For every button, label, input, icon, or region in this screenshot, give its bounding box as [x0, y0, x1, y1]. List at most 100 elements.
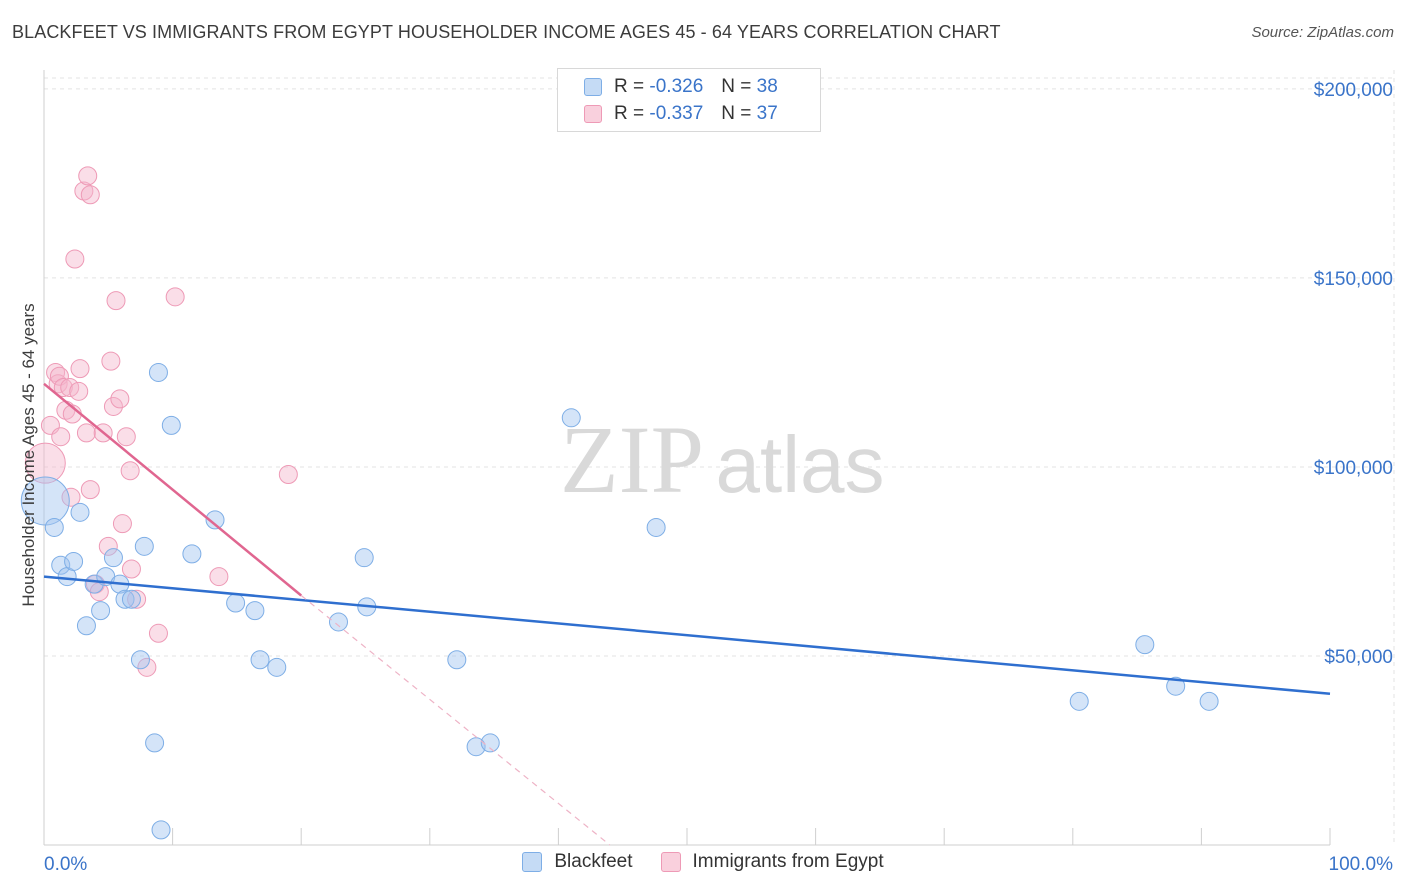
egypt-point: [110, 389, 130, 409]
legend-item-egypt[interactable]: Immigrants from Egypt: [660, 851, 884, 873]
blackfeet-point: [76, 616, 96, 636]
egypt-point: [148, 623, 168, 643]
series-legend: Blackfeet Immigrants from Egypt: [0, 851, 1406, 873]
egypt-point: [65, 249, 85, 269]
blackfeet-point: [646, 517, 666, 537]
blackfeet-point: [115, 589, 135, 609]
egypt-point: [127, 589, 147, 609]
egypt-point: [53, 378, 73, 398]
legend-r-label: R =: [614, 103, 645, 124]
egypt-point: [98, 536, 118, 556]
legend-label-egypt: Immigrants from Egypt: [692, 851, 884, 872]
egypt-point: [78, 166, 98, 186]
blackfeet-point: [245, 601, 265, 621]
egypt-trend-extension: [300, 595, 611, 846]
egypt-point: [112, 514, 132, 534]
legend-item-blackfeet[interactable]: Blackfeet: [522, 851, 633, 873]
blackfeet-point: [466, 737, 486, 757]
legend-label-blackfeet: Blackfeet: [554, 851, 633, 872]
egypt-point: [69, 381, 89, 401]
egypt-point: [278, 465, 298, 485]
tick-labels: $50,000 $100,000 $150,000 $200,000 0.0% 100.0…: [44, 80, 1393, 875]
egypt-point: [80, 185, 100, 205]
egypt-point: [70, 359, 90, 379]
blackfeet-point: [151, 820, 171, 840]
legend-swatch-pink: [584, 105, 602, 123]
blackfeet-point: [182, 544, 202, 564]
egypt-point: [116, 427, 136, 447]
blackfeet-point: [161, 415, 181, 435]
blackfeet-point: [480, 733, 500, 753]
blackfeet-point: [70, 502, 90, 522]
egypt-point: [74, 181, 94, 201]
egypt-point: [80, 480, 100, 500]
egypt-point: [48, 374, 68, 394]
blackfeet-point: [205, 510, 225, 530]
blackfeet-point: [91, 601, 111, 621]
x-tick-label-min: 0.0%: [44, 854, 87, 875]
blackfeet-point: [145, 733, 165, 753]
egypt-point: [137, 657, 157, 677]
legend-n-label: N =: [721, 76, 752, 97]
blackfeet-point: [1199, 691, 1219, 711]
blackfeet-point: [1135, 635, 1155, 655]
blackfeet-trend-line: [43, 575, 1331, 696]
egypt-point: [106, 291, 126, 311]
blackfeet-point: [354, 548, 374, 568]
blackfeet-point: [134, 536, 154, 556]
chart-title: BLACKFEET VS IMMIGRANTS FROM EGYPT HOUSE…: [12, 22, 1001, 42]
egypt-point: [101, 351, 121, 371]
egypt-point: [103, 396, 123, 416]
y-tick-label: $150,000: [1314, 269, 1393, 290]
blackfeet-point: [148, 362, 168, 382]
legend-row-blackfeet: R = -0.326 N = 38: [584, 74, 778, 100]
blackfeet-point: [130, 650, 150, 670]
blackfeet-point: [103, 548, 123, 568]
legend-n-label: N =: [721, 103, 752, 124]
source-label: Source: ZipAtlas.com: [1251, 24, 1394, 41]
egypt-point: [51, 427, 71, 447]
blackfeet-point: [1069, 691, 1089, 711]
legend-n-value: 37: [756, 103, 778, 124]
egypt-point: [120, 461, 140, 481]
legend-swatch-blue: [584, 78, 602, 96]
blackfeet-point: [226, 593, 246, 613]
blackfeet-point: [447, 650, 467, 670]
legend-r-value: -0.337: [649, 103, 704, 124]
legend-n-value: 38: [756, 76, 778, 97]
blackfeet-point: [328, 612, 348, 632]
blackfeet-point: [267, 657, 287, 677]
y-tick-label: $200,000: [1314, 80, 1393, 101]
y-tick-label: $50,000: [1324, 647, 1393, 668]
egypt-point: [121, 559, 141, 579]
egypt-point: [76, 423, 96, 443]
egypt-points: [24, 166, 298, 677]
y-axis-label: Householder Income Ages 45 - 64 years: [19, 303, 38, 606]
x-tick-label-max: 100.0%: [1329, 854, 1394, 875]
blackfeet-point: [561, 408, 581, 428]
blackfeet-points: [20, 362, 1219, 840]
egypt-point: [24, 442, 66, 484]
axes: [43, 70, 1331, 846]
legend-swatch-egypt: [660, 852, 681, 872]
egypt-trend-line: [43, 382, 302, 597]
legend-swatch-blackfeet: [522, 852, 543, 872]
watermark-zip: ZIP: [560, 406, 704, 513]
y-tick-label: $100,000: [1314, 458, 1393, 479]
egypt-point: [209, 567, 229, 587]
blackfeet-point: [51, 555, 71, 575]
correlation-legend: R = -0.326 N = 38 R = -0.337 N = 37: [557, 68, 821, 132]
watermark-atlas: atlas: [716, 420, 885, 509]
egypt-point: [165, 287, 185, 307]
blackfeet-point: [1166, 676, 1186, 696]
blackfeet-point: [121, 589, 141, 609]
egypt-point: [46, 362, 66, 382]
legend-r-label: R =: [614, 76, 645, 97]
egypt-point: [61, 487, 81, 507]
blackfeet-point: [44, 517, 64, 537]
blackfeet-point: [250, 650, 270, 670]
legend-row-egypt: R = -0.337 N = 37: [584, 101, 778, 127]
legend-r-value: -0.326: [649, 76, 704, 97]
trend-lines: [43, 382, 1331, 846]
